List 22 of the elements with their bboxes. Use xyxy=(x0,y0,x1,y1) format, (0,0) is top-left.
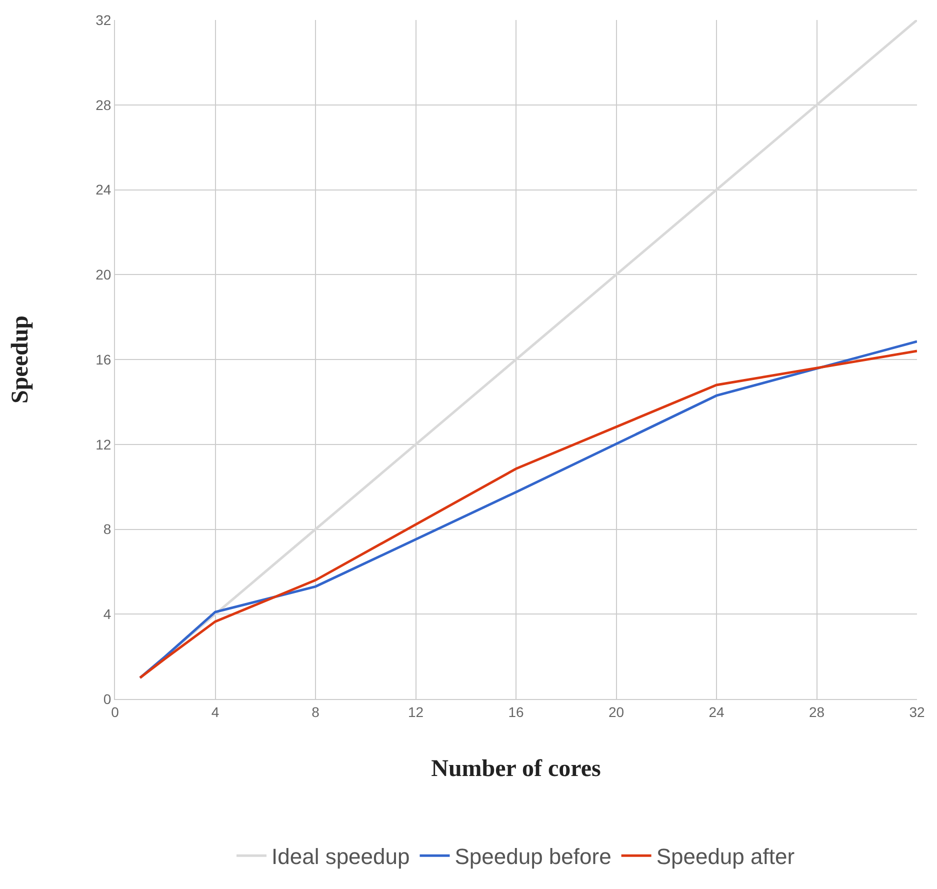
y-tick-label: 20 xyxy=(96,266,112,283)
legend-label: Speedup before xyxy=(454,844,612,870)
x-tick-label: 4 xyxy=(211,704,220,720)
legend-label: Speedup after xyxy=(656,844,795,870)
y-tick-label: 8 xyxy=(103,521,112,538)
x-tick-label: 16 xyxy=(508,704,524,720)
x-tick-label: 20 xyxy=(608,704,624,720)
y-tick-label: 28 xyxy=(96,96,112,113)
y-tick-label: 32 xyxy=(96,12,112,28)
y-tick-label: 12 xyxy=(96,436,112,452)
y-tick-label: 0 xyxy=(103,690,112,707)
x-axis-title: Number of cores xyxy=(431,756,601,782)
x-tick-label: 8 xyxy=(312,704,320,720)
legend-label: Ideal speedup xyxy=(272,844,410,870)
x-tick-label: 32 xyxy=(909,704,925,720)
x-tick-label: 24 xyxy=(708,704,724,720)
y-axis-title: Speedup xyxy=(8,315,34,404)
y-tick-label: 24 xyxy=(96,182,112,198)
y-tick-label: 4 xyxy=(103,606,112,622)
x-tick-label: 28 xyxy=(808,704,825,720)
y-tick-label: 16 xyxy=(96,351,112,368)
x-tick-label: 12 xyxy=(408,704,424,720)
